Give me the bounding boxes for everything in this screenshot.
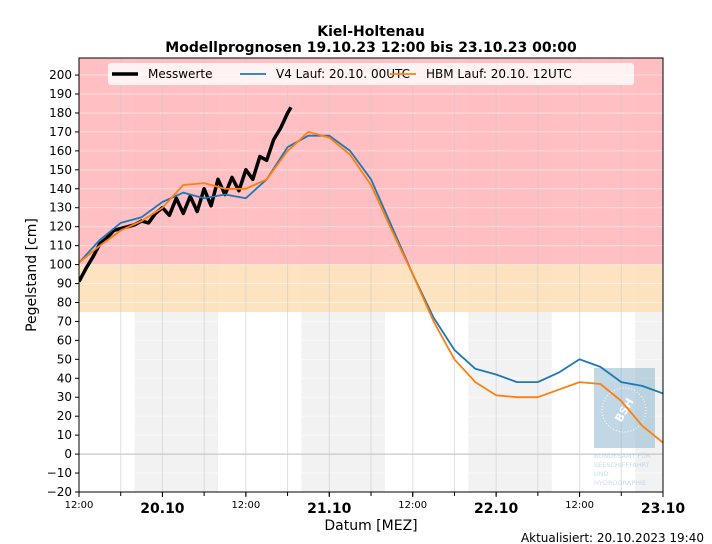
updated-timestamp: Aktualisiert: 20.10.2023 19:40 <box>521 531 704 544</box>
legend-label: HBM Lauf: 20.10. 12UTC <box>426 67 572 81</box>
y-tick-label: 80 <box>57 295 72 309</box>
series-line-0 <box>79 106 293 283</box>
y-tick-label: 180 <box>49 106 72 120</box>
legend-label: V4 Lauf: 20.10. 00UTC <box>276 67 410 81</box>
x-tick-label: 23.10 <box>641 501 686 517</box>
series-line-1 <box>79 134 663 395</box>
y-tick-label: 200 <box>49 68 72 82</box>
y-tick-label: 160 <box>49 144 72 158</box>
y-axis-label: Pegelstand [cm] <box>24 218 40 332</box>
y-tick-label: 140 <box>49 182 72 196</box>
x-tick-label: 12:00 <box>65 500 94 511</box>
y-tick-label: −10 <box>47 466 72 480</box>
y-tick-label: 150 <box>49 163 72 177</box>
y-tick-label: 120 <box>49 220 72 234</box>
y-tick-label: 0 <box>64 447 72 461</box>
y-tick-label: 30 <box>57 390 72 404</box>
y-tick-label: 190 <box>49 87 72 101</box>
x-axis-label: Datum [MEZ] <box>324 518 417 534</box>
logo-box <box>594 368 655 448</box>
y-tick-label: 90 <box>57 277 72 291</box>
y-tick-label: 60 <box>57 333 72 347</box>
x-tick-label: 12:00 <box>565 500 594 511</box>
logo-text: UND <box>594 470 609 478</box>
legend: Messwerte V4 Lauf: 20.10. 00UTC HBM Lauf: … <box>108 63 634 85</box>
plot-frame <box>78 57 664 493</box>
y-tick-label: 20 <box>57 409 72 423</box>
x-tick-label: 12:00 <box>398 500 427 511</box>
y-tick-label: 10 <box>57 428 72 442</box>
y-tick-label: 40 <box>57 371 72 385</box>
logo-text: BUNDESAMT FÜR <box>594 451 651 460</box>
x-tick-label: 12:00 <box>231 500 260 511</box>
logo-text: HYDROGRAPHIE <box>594 479 646 487</box>
logo-text: SEESCHIFFFAHRT <box>594 461 650 469</box>
chart-subtitle: Modellprognosen 19.10.23 12:00 bis 23.10… <box>165 40 577 56</box>
logo-circle <box>601 387 647 433</box>
y-tick-label: 50 <box>57 352 72 366</box>
x-tick-label: 21.10 <box>307 501 352 517</box>
chart-title: Kiel-Holtenau <box>317 24 424 40</box>
y-tick-label: 70 <box>57 314 72 328</box>
series-line-2 <box>79 130 663 444</box>
y-tick-label: 110 <box>49 239 72 253</box>
y-tick-label: 100 <box>49 258 72 272</box>
y-tick-label: −20 <box>47 485 72 499</box>
x-tick-label: 20.10 <box>140 501 185 517</box>
plot-area: −20 −10 0 10 20 30 40 50 60 70 80 90 100 110 120 130 140… <box>47 57 686 517</box>
legend-box <box>108 63 634 85</box>
x-tick-label: 22.10 <box>474 501 519 517</box>
y-tick-label: 170 <box>49 125 72 139</box>
y-tick-label: 130 <box>49 201 72 215</box>
legend-label: Messwerte <box>148 67 212 81</box>
